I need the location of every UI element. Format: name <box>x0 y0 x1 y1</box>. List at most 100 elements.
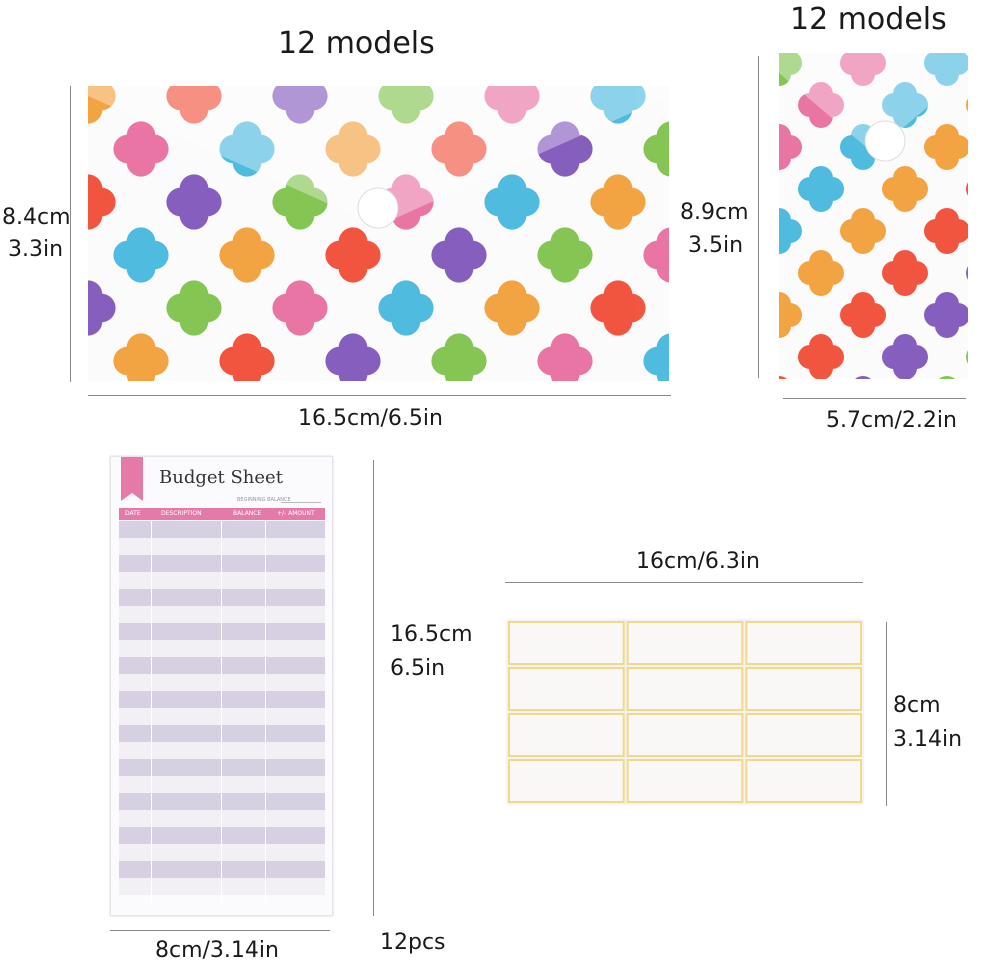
quatrefoil-shape <box>537 121 593 177</box>
table-row <box>119 521 325 538</box>
quatrefoil-shape <box>537 227 593 283</box>
table-row <box>119 827 325 844</box>
quatrefoil-shape <box>779 208 802 254</box>
quatrefoil-shape <box>798 334 844 379</box>
bookmark-ribbon-icon <box>121 457 143 501</box>
quatrefoil-shape <box>779 124 802 170</box>
quatrefoil-shape <box>272 174 328 230</box>
table-row <box>119 674 325 691</box>
quatrefoil-shape <box>779 292 802 338</box>
quatrefoil-shape <box>798 166 844 212</box>
label-stickers-sheet <box>507 620 863 804</box>
quatrefoil-shape <box>166 174 222 230</box>
table-row <box>119 572 325 589</box>
budget-sheet-title: Budget Sheet <box>159 467 283 488</box>
table-row <box>119 640 325 657</box>
large-envelope-title: 12 models <box>278 26 435 61</box>
large-envelope-height-cm: 8.4cm <box>2 205 71 230</box>
table-row <box>119 606 325 623</box>
small-envelope-width-label: 5.7cm/2.2in <box>826 408 957 433</box>
quatrefoil-shape <box>882 166 928 212</box>
table-row <box>119 589 325 606</box>
quatrefoil-shape <box>484 86 540 124</box>
table-row <box>119 878 325 895</box>
quatrefoil-shape <box>966 182 968 196</box>
quatrefoil-shape <box>166 86 222 124</box>
budget-table-body <box>119 521 325 895</box>
quatrefoil-shape <box>643 121 669 177</box>
quatrefoil-shape <box>272 86 328 124</box>
quatrefoil-shape <box>219 333 275 381</box>
sticker-label <box>626 713 744 757</box>
sticker-label <box>745 667 862 711</box>
small-envelope-pattern <box>779 53 968 379</box>
table-row <box>119 810 325 827</box>
sticker-label <box>745 621 862 665</box>
sticker-label <box>745 713 862 757</box>
quatrefoil-shape <box>325 227 381 283</box>
sticker-label <box>508 713 625 757</box>
column-divider <box>265 521 266 905</box>
quatrefoil-shape <box>590 280 646 336</box>
quatrefoil-shape <box>219 227 275 283</box>
quatrefoil-shape <box>484 280 540 336</box>
quatrefoil-shape <box>882 334 928 379</box>
budget-sheet: Budget Sheet BEGINNING BALANCE DATE DESC… <box>110 456 333 916</box>
quatrefoil-shape <box>113 121 169 177</box>
table-row <box>119 742 325 759</box>
stickers-height-cm: 8cm <box>893 693 941 718</box>
budget-sheet-width-line <box>110 930 330 931</box>
table-row <box>119 708 325 725</box>
small-envelope-height-in: 3.5in <box>688 233 744 258</box>
quatrefoil-shape <box>378 86 434 124</box>
table-row <box>119 623 325 640</box>
quatrefoil-shape <box>590 86 646 124</box>
quatrefoil-shape <box>484 174 540 230</box>
column-date: DATE <box>125 510 141 517</box>
quatrefoil-shape <box>924 124 968 170</box>
column-balance: BALANCE <box>233 510 262 517</box>
quatrefoil-shape <box>882 82 928 128</box>
small-envelope-height-cm: 8.9cm <box>680 200 749 225</box>
quatrefoil-shape <box>924 208 968 254</box>
stickers-height-in: 3.14in <box>893 727 963 752</box>
quatrefoil-shape <box>840 53 886 86</box>
table-row <box>119 555 325 572</box>
quatrefoil-shape <box>643 227 669 283</box>
small-envelope-title: 12 models <box>790 2 947 37</box>
quatrefoil-shape <box>431 333 487 381</box>
quatrefoil-shape <box>840 208 886 254</box>
sticker-label <box>508 759 625 803</box>
sticker-grid <box>508 621 862 803</box>
table-row <box>119 759 325 776</box>
small-envelope-height-line <box>758 56 759 378</box>
budget-sheet-height-in: 6.5in <box>390 656 446 681</box>
quatrefoil-shape <box>855 376 871 379</box>
quatrefoil-shape <box>166 280 222 336</box>
beginning-balance-label: BEGINNING BALANCE <box>237 497 291 503</box>
stickers-height-line <box>886 622 887 806</box>
table-row <box>119 844 325 861</box>
sticker-label <box>508 621 625 665</box>
quatrefoil-shape <box>537 333 593 381</box>
quatrefoil-shape <box>325 333 381 381</box>
table-row <box>119 776 325 793</box>
quatrefoil-shape <box>88 174 116 230</box>
budget-sheet-height-line <box>373 460 374 916</box>
quatrefoil-shape <box>882 250 928 296</box>
stickers-width-line <box>505 582 863 583</box>
table-row <box>119 725 325 742</box>
quatrefoil-shape <box>272 280 328 336</box>
table-row <box>119 793 325 810</box>
quatrefoil-shape <box>219 121 275 177</box>
quatrefoil-shape <box>840 292 886 338</box>
quatrefoil-shape <box>643 333 669 381</box>
quatrefoil-shape <box>88 280 116 336</box>
snap-button-icon <box>864 120 906 162</box>
quatrefoil-shape <box>779 376 787 379</box>
quatrefoil-shape <box>378 280 434 336</box>
budget-sheet-width-label: 8cm/3.14in <box>155 938 279 963</box>
sticker-label <box>508 667 625 711</box>
budget-table-header: DATE DESCRIPTION BALANCE +/- AMOUNT <box>119 508 325 520</box>
budget-sheet-count: 12pcs <box>380 930 446 955</box>
